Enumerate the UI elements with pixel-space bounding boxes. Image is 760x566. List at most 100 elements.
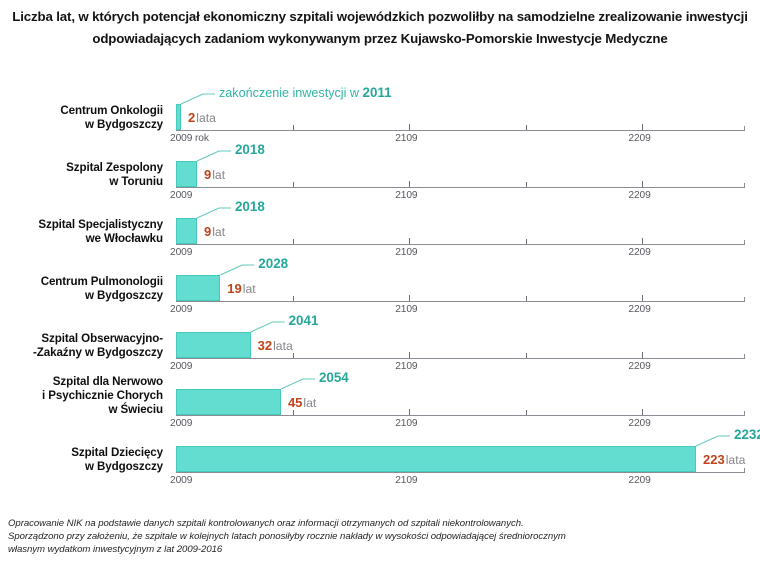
bar-value-unit: lata <box>273 339 293 353</box>
axis-tick-minor <box>292 410 294 415</box>
callout-year: 2041 <box>288 313 319 328</box>
axis-tick-minor <box>525 410 527 415</box>
bar-value-label: 45lat <box>288 395 316 410</box>
bar-value-label: 19lat <box>227 281 255 296</box>
axis-tick-minor <box>525 182 527 187</box>
category-label: Centrum Pulmonologii w Bydgoszczy <box>0 275 163 303</box>
bar-value-label: 32lata <box>258 338 293 353</box>
category-label: Centrum Onkologii w Bydgoszczy <box>0 104 163 132</box>
end-year-callout: 2041 <box>289 313 319 328</box>
chart-row: Centrum Pulmonologii w Bydgoszczy 2009 2109… <box>0 256 760 316</box>
footnote: Opracowanie NIK na podstawie danych szpi… <box>8 517 752 557</box>
end-year-callout: 2232 <box>734 427 760 442</box>
category-label-line: i Psychicznie Chorych <box>42 389 163 402</box>
chart-row: Szpital Zespolony w Toruniu 2009 2109 2209 9l… <box>0 142 760 202</box>
end-year-callout: 2054 <box>319 370 349 385</box>
bar <box>176 161 197 187</box>
bar-value-unit: lata <box>725 453 746 467</box>
axis-line <box>176 354 745 359</box>
chart-row: Centrum Onkologii w Bydgoszczy 2009 rok 210… <box>0 85 760 145</box>
axis-tick-major <box>642 295 644 301</box>
category-label: Szpital Dziecięcy w Bydgoszczy <box>0 446 163 474</box>
axis-tick-label: 2209 <box>628 247 651 258</box>
axis-line <box>176 183 745 188</box>
axis-tick-label: 2209 <box>628 190 651 201</box>
footnote-line-2: Sporządzono przy założeniu, że szpitale … <box>8 531 566 543</box>
bar-value-unit: lat <box>212 168 226 182</box>
category-label-line: w Toruniu <box>109 175 163 188</box>
callout-year: 2232 <box>734 427 760 442</box>
axis-start-label: 2009 rok <box>170 133 209 144</box>
axis-start-label: 2009 <box>170 475 193 486</box>
bar-value-unit: lata <box>196 111 216 125</box>
category-label-line: Centrum Pulmonologii <box>40 275 163 288</box>
axis-start-label: 2009 <box>170 361 193 372</box>
axis-tick-major <box>642 409 644 415</box>
callout-year: 2011 <box>362 85 392 100</box>
axis-tick-minor <box>292 125 294 130</box>
axis-tick-major <box>642 352 644 358</box>
category-label-line: w Bydgoszczy <box>84 460 163 473</box>
category-label-line: Szpital Obserwacyjno- <box>41 332 163 345</box>
chart-plot-area: Centrum Onkologii w Bydgoszczy 2009 rok 210… <box>0 85 760 513</box>
bar-value-unit: lat <box>212 225 226 239</box>
bar-value-number: 45 <box>287 395 303 410</box>
category-label-line: Szpital Dziecięcy <box>71 446 163 459</box>
axis-tick-label: 2109 <box>395 361 418 372</box>
category-label-line: Szpital Zespolony <box>66 161 163 174</box>
bar-value-number: 19 <box>227 281 242 296</box>
axis-tick-major <box>409 409 411 415</box>
axis-start-label: 2009 <box>170 304 193 315</box>
bar-value-number: 9 <box>203 224 212 239</box>
axis-tick-major <box>409 181 411 187</box>
chart-row: Szpital Dziecięcy w Bydgoszczy 2009 2109 220… <box>0 427 760 487</box>
callout-leader-line <box>180 93 215 105</box>
category-label-line: w Bydgoszczy <box>84 118 163 131</box>
axis-tick-label: 2109 <box>395 133 418 144</box>
end-year-callout: 2018 <box>235 142 265 157</box>
bar <box>176 332 251 358</box>
category-label-line: Centrum Onkologii <box>60 104 163 117</box>
bar <box>176 446 697 472</box>
axis-tick-minor <box>292 182 294 187</box>
axis-tick-major <box>409 238 411 244</box>
end-year-callout: 2028 <box>258 256 288 271</box>
axis-tick-label: 2109 <box>395 418 418 429</box>
axis-tick-major <box>409 124 411 130</box>
category-label-line: Szpital Specjalistyczny <box>38 218 163 231</box>
axis-tick-minor <box>292 296 294 301</box>
bar-value-label: 2lata <box>188 110 216 125</box>
axis-tick-major <box>642 124 644 130</box>
axis-start-label: 2009 <box>170 418 193 429</box>
callout-year: 2054 <box>318 370 349 385</box>
axis-line <box>176 126 745 131</box>
callout-leader-line <box>220 264 255 276</box>
callout-leader-line <box>196 150 231 162</box>
bar-value-label: 9lat <box>204 167 225 182</box>
axis-tick-label: 2109 <box>395 475 418 486</box>
bar-value-unit: lat <box>303 396 317 410</box>
category-label-line: Szpital dla Nerwowo <box>52 375 163 388</box>
axis-tick-minor <box>292 353 294 358</box>
bar-value-number: 9 <box>203 167 212 182</box>
bar-value-unit: lat <box>242 282 256 296</box>
bar-value-label: 223lata <box>703 452 745 467</box>
category-label-line: -Zakaźny w Bydgoszczy <box>33 346 163 359</box>
callout-lead-text: zakończenie inwestycji w <box>219 86 363 100</box>
axis-tick-minor <box>525 296 527 301</box>
category-label: Szpital dla Nerwowo i Psychicznie Chorych… <box>0 375 163 417</box>
callout-year: 2028 <box>258 256 289 271</box>
page-title: Liczba lat, w których potencjał ekonomic… <box>12 9 748 46</box>
bar-value-label: 9lat <box>204 224 225 239</box>
end-year-callout: zakończenie inwestycji w 2011 <box>219 85 392 100</box>
axis-start-label: 2009 <box>170 247 193 258</box>
axis-tick-label: 2209 <box>628 133 651 144</box>
callout-leader-line <box>695 435 731 447</box>
bar <box>176 218 197 244</box>
axis-tick-minor <box>525 353 527 358</box>
category-label: Szpital Zespolony w Toruniu <box>0 161 163 189</box>
bar-value-number: 32 <box>257 338 273 353</box>
axis-tick-label: 2209 <box>628 418 651 429</box>
axis-tick-minor <box>525 125 527 130</box>
axis-start-label: 2009 <box>170 190 193 201</box>
